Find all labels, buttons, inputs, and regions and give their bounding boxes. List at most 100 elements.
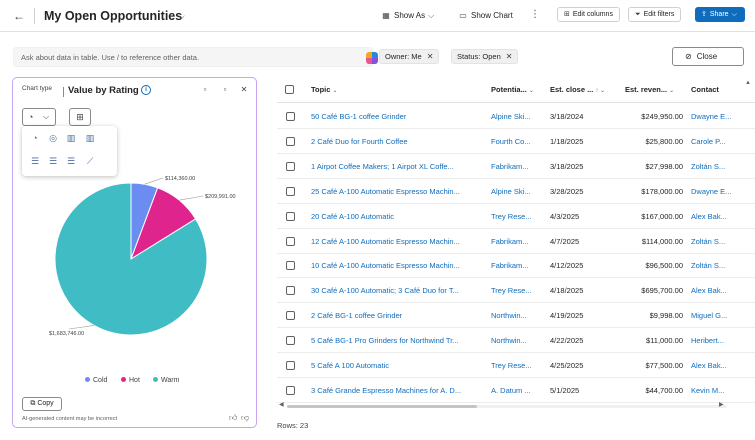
contact-cell[interactable]: Zoltán S... [691,261,726,271]
account-cell[interactable]: A. Datum ... [491,385,531,395]
table-row[interactable]: 2 Café Duo for Fourth Coffee Fourth Co...… [277,129,755,154]
column-chart-icon[interactable]: ▥ [66,133,76,143]
row-checkbox[interactable] [286,261,295,271]
legend-item-cold[interactable]: Cold [85,377,107,384]
row-checkbox[interactable] [286,361,295,370]
stacked-bar-icon[interactable]: ☰ [48,156,58,166]
edit-columns-button[interactable]: ⊞ Edit columns [557,7,620,22]
topic-cell[interactable]: 10 Café A-100 Automatic Espresso Machin.… [311,261,460,271]
row-checkbox[interactable] [286,186,295,196]
show-chart-button[interactable]: ▭ Show Chart [458,8,513,24]
filter-chip-owner[interactable]: Owner: Me ✕ [379,49,440,64]
scroll-left-icon[interactable]: ◀ [279,402,284,408]
row-checkbox[interactable] [286,161,295,171]
topic-cell[interactable]: 2 Café Duo for Fourth Coffee [311,136,408,146]
topic-cell[interactable]: 2 Café BG-1 coffee Grinder [311,311,403,321]
contact-cell[interactable]: Miguel G... [691,311,728,321]
table-row[interactable]: 5 Café BG-1 Pro Grinders for Northwind T… [277,328,755,354]
sort-indicator-icon[interactable]: ⌄ [669,88,675,94]
table-row[interactable]: 2 Café BG-1 coffee Grinder Northwin... 4/1… [277,303,755,329]
thumbs-down-icon[interactable]: 👎︎ [241,413,250,422]
clustered-bar-icon[interactable]: ☰ [66,156,76,166]
filter-chip-status[interactable]: Status: Open ✕ [451,49,519,64]
topic-cell[interactable]: 20 Café A-100 Automatic [311,211,394,221]
contact-cell[interactable]: Heribert... [691,336,724,346]
account-cell[interactable]: Fabrikam... [491,261,529,271]
close-icon[interactable]: ✕ [240,85,248,94]
close-chart-button[interactable]: ⊘ Close [672,47,744,66]
horizontal-scrollbar[interactable]: ◀ ▶ [277,402,745,410]
contact-cell[interactable]: Alex Bak... [691,286,727,296]
select-all-checkbox[interactable] [285,85,294,94]
stacked-column-icon[interactable]: ▥ [85,133,95,143]
account-cell[interactable]: Trey Rese... [491,361,532,370]
column-header[interactable]: Contact [691,85,741,94]
ask-copilot-input[interactable]: Ask about data in table. Use / to refere… [13,47,378,67]
topic-cell[interactable]: 5 Café A 100 Automatic [311,361,389,370]
contact-cell[interactable]: Kevin M... [691,385,725,395]
contact-cell[interactable]: Alex Bak... [691,211,727,221]
column-header[interactable]: Topic ⌄ [311,85,483,94]
minimize-icon[interactable]: ▫ [203,85,207,94]
topic-cell[interactable]: 30 Café A-100 Automatic; 3 Café Duo for … [311,286,459,296]
legend-item-hot[interactable]: Hot [121,377,140,384]
topic-cell[interactable]: 25 Café A-100 Automatic Espresso Machin.… [311,186,460,196]
topic-cell[interactable]: 1 Airpot Coffee Makers; 1 Airpot XL Coff… [311,161,454,171]
row-checkbox[interactable] [286,211,295,221]
edit-filters-button[interactable]: ⏷ Edit filters [628,7,682,22]
topic-cell[interactable]: 12 Café A-100 Automatic Espresso Machin.… [311,236,460,246]
row-checkbox[interactable] [286,286,295,296]
contact-cell[interactable]: Dwayne E... [691,112,732,121]
topic-cell[interactable]: 3 Café Grande Espresso Machines for A. D… [311,385,462,395]
account-cell[interactable]: Alpine Ski... [491,186,531,196]
account-cell[interactable]: Fabrikam... [491,161,529,171]
row-checkbox[interactable] [286,136,295,146]
remove-filter-icon[interactable]: ✕ [426,52,434,61]
sort-indicator-icon[interactable]: ↑ ⌄ [595,88,606,94]
column-header[interactable]: Est. close ... ↑ ⌄ [550,85,620,94]
table-row[interactable]: 5 Café A 100 Automatic Trey Rese... 4/25/2… [277,353,755,378]
contact-cell[interactable]: Carole P... [691,136,726,146]
copy-button[interactable]: ⧉ Copy [22,397,62,411]
table-row[interactable]: 30 Café A-100 Automatic; 3 Café Duo for … [277,278,755,304]
row-checkbox[interactable] [286,311,295,321]
contact-cell[interactable]: Zoltán S... [691,161,726,171]
row-checkbox[interactable] [286,112,295,121]
chart-type-button[interactable]: ◔ ⌵ [22,108,56,126]
sort-indicator-icon[interactable]: ⌄ [528,88,534,94]
copilot-icon[interactable] [366,52,378,64]
account-cell[interactable]: Northwin... [491,311,527,321]
row-checkbox[interactable] [286,385,295,395]
table-row[interactable]: 3 Café Grande Espresso Machines for A. D… [277,378,755,403]
pie-slice-warm[interactable] [54,182,208,336]
pie-chart-icon[interactable]: ◔ [32,133,38,143]
table-row[interactable]: 12 Café A-100 Automatic Espresso Machin.… [277,229,755,254]
contact-cell[interactable]: Zoltán S... [691,236,726,246]
add-to-dashboard-button[interactable]: ⊞ [69,108,91,126]
share-button[interactable]: ⇪ Share ⌵ [695,7,745,22]
account-cell[interactable]: Alpine Ski... [491,112,531,121]
expand-icon[interactable]: ▫ [223,85,227,94]
row-checkbox[interactable] [286,336,295,346]
topic-cell[interactable]: 50 Café BG-1 coffee Grinder [311,112,407,121]
column-header[interactable]: Est. reven... ⌄ [625,85,687,94]
legend-item-warm[interactable]: Warm [153,377,179,384]
scroll-up-icon[interactable]: ▲ [745,80,751,86]
donut-chart-icon[interactable]: ◎ [49,133,57,143]
remove-filter-icon[interactable]: ✕ [505,52,513,61]
thumbs-up-icon[interactable]: 👍︎ [229,413,238,422]
line-chart-icon[interactable]: ⟋ [86,156,94,166]
account-cell[interactable]: Fourth Co... [491,136,531,146]
table-row[interactable]: 25 Café A-100 Automatic Espresso Machin.… [277,179,755,204]
contact-cell[interactable]: Alex Bak... [691,361,727,370]
view-selector-chevron-icon[interactable]: ⌵ [178,11,185,21]
scroll-right-icon[interactable]: ▶ [719,402,724,408]
info-icon[interactable]: i [141,85,151,95]
show-as-button[interactable]: ▦ Show As ⌵ [381,8,434,24]
table-row[interactable]: 10 Café A-100 Automatic Espresso Machin.… [277,253,755,279]
scrollbar-thumb[interactable] [287,405,477,408]
account-cell[interactable]: Trey Rese... [491,211,532,221]
bar-chart-icon[interactable]: ☰ [30,156,40,166]
table-row[interactable]: 1 Airpot Coffee Makers; 1 Airpot XL Coff… [277,154,755,179]
sort-indicator-icon[interactable]: ⌄ [332,88,338,94]
